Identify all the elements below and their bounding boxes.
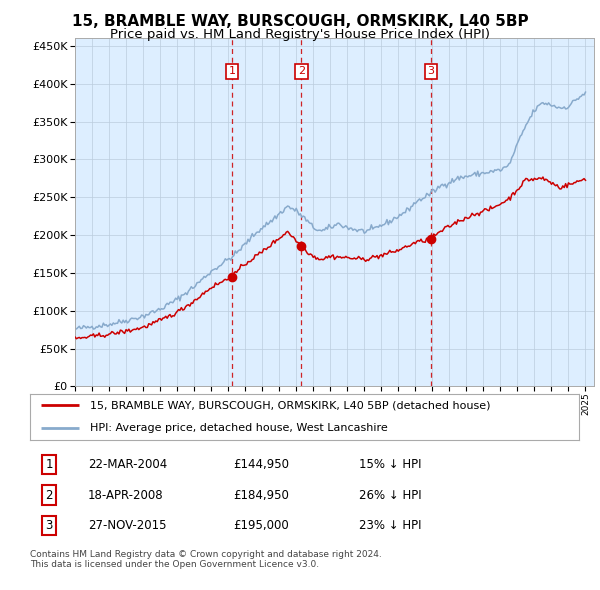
Text: 22-MAR-2004: 22-MAR-2004 <box>88 458 167 471</box>
Text: 1: 1 <box>229 67 235 77</box>
Text: HPI: Average price, detached house, West Lancashire: HPI: Average price, detached house, West… <box>91 422 388 432</box>
Text: Price paid vs. HM Land Registry's House Price Index (HPI): Price paid vs. HM Land Registry's House … <box>110 28 490 41</box>
Text: 15% ↓ HPI: 15% ↓ HPI <box>359 458 422 471</box>
Text: 15, BRAMBLE WAY, BURSCOUGH, ORMSKIRK, L40 5BP: 15, BRAMBLE WAY, BURSCOUGH, ORMSKIRK, L4… <box>71 14 529 29</box>
Text: 3: 3 <box>46 519 53 532</box>
Text: 2: 2 <box>46 489 53 502</box>
Text: 26% ↓ HPI: 26% ↓ HPI <box>359 489 422 502</box>
Text: £184,950: £184,950 <box>233 489 289 502</box>
Text: 15, BRAMBLE WAY, BURSCOUGH, ORMSKIRK, L40 5BP (detached house): 15, BRAMBLE WAY, BURSCOUGH, ORMSKIRK, L4… <box>91 401 491 411</box>
Text: Contains HM Land Registry data © Crown copyright and database right 2024.
This d: Contains HM Land Registry data © Crown c… <box>30 550 382 569</box>
Text: 23% ↓ HPI: 23% ↓ HPI <box>359 519 422 532</box>
Text: £195,000: £195,000 <box>233 519 289 532</box>
Text: 1: 1 <box>46 458 53 471</box>
Text: 18-APR-2008: 18-APR-2008 <box>88 489 163 502</box>
Text: £144,950: £144,950 <box>233 458 289 471</box>
Text: 3: 3 <box>427 67 434 77</box>
Text: 27-NOV-2015: 27-NOV-2015 <box>88 519 166 532</box>
Text: 2: 2 <box>298 67 305 77</box>
